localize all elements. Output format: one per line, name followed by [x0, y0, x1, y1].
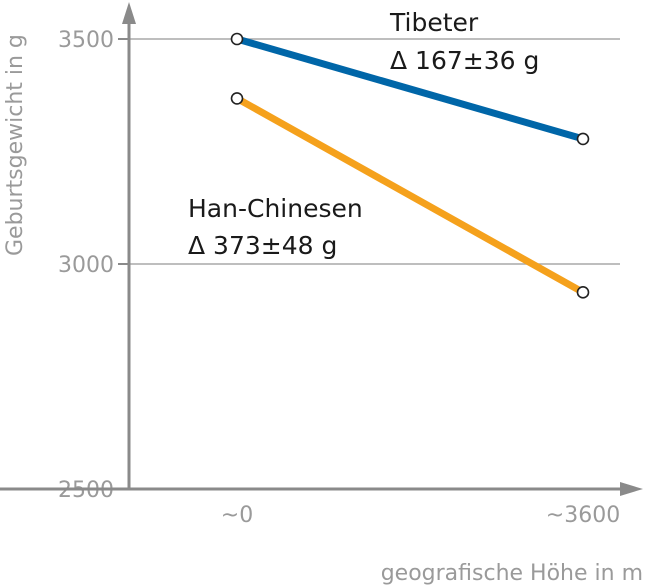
series-label-han-chinesen: Han-Chinesen — [188, 194, 363, 223]
y-axis-arrow-icon — [122, 2, 136, 24]
y-tick-label-3500: 3500 — [58, 28, 114, 53]
x-tick-label-0: ~0 — [221, 503, 253, 528]
x-axis-label: geografische Höhe in m — [381, 561, 643, 586]
series-lines — [235, 35, 585, 296]
data-point-tibeter-1 — [576, 132, 590, 146]
series-note-han-chinesen: Δ 373±48 g — [188, 231, 337, 260]
series-note-tibeter: Δ 167±36 g — [390, 46, 539, 75]
x-axis-arrow-icon — [620, 482, 643, 496]
data-point-han-chinesen-0 — [230, 92, 244, 105]
x-axis: ~0 ~3600 geografische Höhe in m — [0, 482, 643, 586]
data-point-han-chinesen-1 — [576, 286, 590, 299]
series-label-tibeter: Tibeter — [389, 8, 479, 37]
data-points — [230, 32, 590, 299]
y-axis: 3500 3000 2500 Geburtsgewicht in g — [3, 2, 136, 503]
series-labels: Tibeter Δ 167±36 g Han-Chinesen Δ 373±48… — [188, 8, 539, 260]
series-line-tibeter — [236, 35, 584, 143]
y-tick-label-3000: 3000 — [58, 253, 114, 278]
y-axis-label: Geburtsgewicht in g — [3, 34, 28, 256]
data-point-tibeter-0 — [230, 32, 244, 46]
x-tick-label-1: ~3600 — [546, 503, 620, 528]
series-line-han-chinesen — [235, 95, 585, 296]
